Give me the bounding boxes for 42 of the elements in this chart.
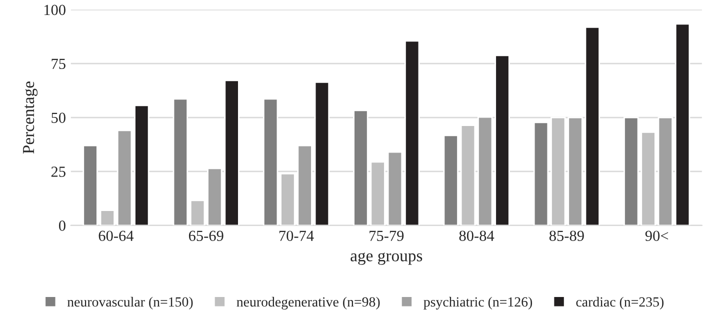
bar — [100, 210, 115, 226]
bar — [533, 122, 549, 226]
bar — [460, 124, 476, 226]
bar — [134, 104, 150, 226]
bar — [262, 98, 278, 226]
legend-label: cardiac (n=235) — [576, 296, 664, 310]
bar — [387, 151, 403, 226]
x-tick-label: 65-69 — [188, 230, 224, 242]
bar — [404, 40, 420, 226]
bar — [568, 116, 583, 226]
bar — [353, 110, 368, 226]
y-tick-label: 75 — [52, 58, 66, 70]
x-tick-label: 90< — [645, 230, 668, 242]
y-axis-title: Percentage — [23, 82, 38, 154]
bar — [478, 116, 493, 226]
bar — [82, 144, 98, 226]
y-tick-label: 25 — [51, 166, 66, 177]
y-tick-label: 50 — [52, 112, 66, 123]
bar — [640, 132, 656, 226]
legend-label: psychiatric (n=126) — [424, 296, 532, 310]
x-tick-label: 70-74 — [279, 230, 314, 242]
x-tick-label: 75-79 — [370, 230, 404, 242]
y-tick-label: 100 — [44, 4, 66, 16]
x-axis-title: age groups — [350, 252, 422, 265]
x-tick-label: 60-64 — [98, 230, 134, 242]
legend-label: neurovascular (n=150) — [67, 296, 193, 310]
bar — [443, 134, 458, 226]
bar — [658, 116, 673, 226]
bar — [172, 98, 188, 226]
bar — [314, 81, 330, 226]
bar — [494, 54, 510, 226]
bar — [584, 26, 600, 226]
y-tick-label: 0 — [58, 220, 66, 231]
bar — [190, 200, 206, 226]
bar — [116, 130, 132, 226]
bar — [674, 23, 690, 226]
x-tick-label: 80-84 — [459, 230, 494, 242]
legend-label: neurodegenerative (n=98) — [236, 296, 380, 310]
bar — [370, 161, 386, 226]
bar — [624, 116, 639, 226]
x-tick-label: 85-89 — [549, 230, 584, 242]
bar — [550, 116, 566, 226]
